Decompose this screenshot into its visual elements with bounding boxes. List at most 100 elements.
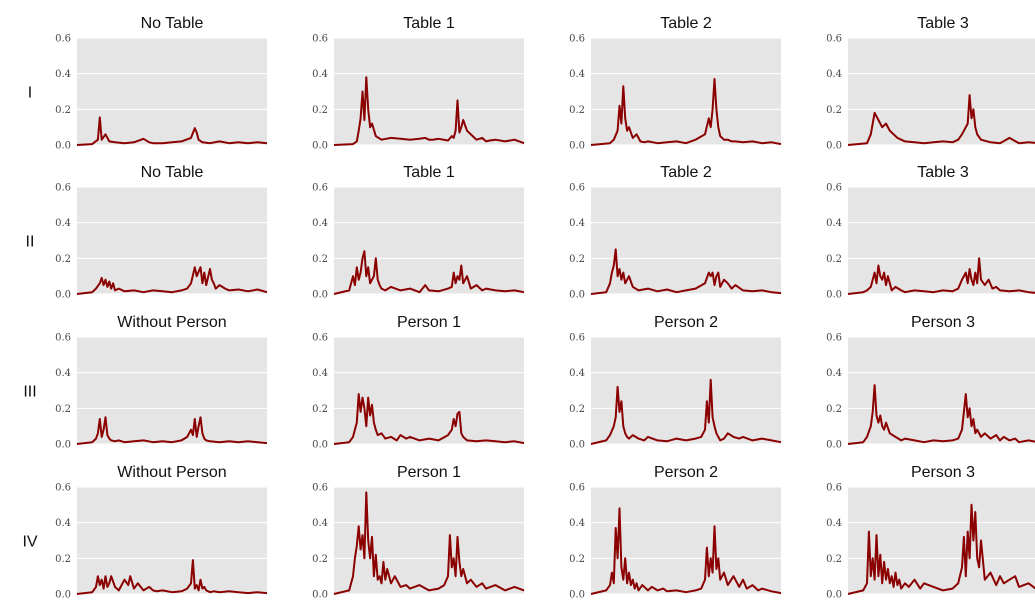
y-tick-label: 0.6 [826,333,842,344]
y-tick-label: 0.6 [55,183,71,194]
y-tick-label: 0.0 [55,440,71,451]
y-tick-label: 0.4 [55,518,71,529]
y-tick-label: 0.4 [312,518,328,529]
y-tick-label: 0.4 [826,218,842,229]
y-tick-label: 0.6 [826,483,842,494]
panel-title: Table 1 [403,15,455,32]
panel-background [848,187,1035,294]
panel-background [77,38,267,145]
y-tick-label: 0.0 [312,590,328,601]
series-line [76,559,268,595]
y-tick-label: 0.2 [55,105,71,116]
y-tick-label: 0.4 [312,218,328,229]
series-line [847,257,1035,295]
panel-title: Without Person [117,464,226,481]
y-tick-label: 0.6 [312,483,328,494]
panel-background [77,487,267,594]
y-tick-label: 0.6 [826,34,842,45]
series-line [333,76,525,146]
y-tick-label: 0.4 [569,218,585,229]
y-tick-label: 0.4 [55,218,71,229]
y-tick-label: 0.6 [55,333,71,344]
panel-title: Person 2 [654,464,718,481]
y-tick-label: 0.4 [569,518,585,529]
series-line [847,503,1035,595]
series-line [590,248,782,295]
y-tick-label: 0.0 [826,440,842,451]
series-line [333,250,525,295]
panel-background [591,187,781,294]
panel-background [334,337,524,444]
panel-title: Table 1 [403,164,455,181]
series-line [333,491,525,595]
y-tick-label: 0.0 [569,590,585,601]
series-line [76,116,268,146]
y-tick-label: 0.2 [569,254,585,265]
series-line [847,94,1035,146]
y-tick-label: 0.6 [569,483,585,494]
y-tick-label: 0.6 [569,34,585,45]
y-tick-label: 0.6 [312,333,328,344]
y-tick-label: 0.4 [826,368,842,379]
panel-background [848,38,1035,145]
y-tick-label: 0.2 [55,254,71,265]
y-tick-label: 0.0 [312,141,328,152]
y-tick-label: 0.0 [569,440,585,451]
y-tick-label: 0.0 [569,290,585,301]
y-tick-label: 0.0 [826,290,842,301]
panel-title: Table 3 [917,15,969,32]
panel-title: Table 3 [917,164,969,181]
series-line [76,416,268,445]
y-tick-label: 0.2 [312,254,328,265]
y-tick-label: 0.4 [569,69,585,80]
y-tick-label: 0.4 [312,368,328,379]
panel-background [848,337,1035,444]
y-tick-label: 0.6 [55,34,71,45]
y-tick-label: 0.4 [55,69,71,80]
panel-title: Person 1 [397,464,461,481]
y-tick-label: 0.2 [312,105,328,116]
series-line [333,393,525,445]
y-tick-label: 0.2 [826,105,842,116]
y-tick-label: 0.4 [569,368,585,379]
series-line [76,266,268,295]
row-label: I [28,85,32,102]
panel-title: No Table [141,15,204,32]
panel-title: Person 2 [654,314,718,331]
panel-background [591,337,781,444]
y-tick-label: 0.4 [312,69,328,80]
panel-title: Table 2 [660,15,712,32]
panel-background [591,38,781,145]
series-line [590,78,782,146]
y-tick-label: 0.0 [55,290,71,301]
series-line [590,378,782,445]
y-tick-label: 0.2 [312,404,328,415]
y-tick-label: 0.4 [55,368,71,379]
panel-background [591,487,781,594]
y-tick-label: 0.2 [826,554,842,565]
panel-background [77,187,267,294]
series-line [847,384,1035,445]
panel-title: Person 1 [397,314,461,331]
panel-title: Table 2 [660,164,712,181]
row-label: II [26,234,35,251]
panel-title: Person 3 [911,464,975,481]
y-tick-label: 0.4 [826,518,842,529]
y-tick-label: 0.2 [55,404,71,415]
panel-background [334,187,524,294]
series-line [590,507,782,595]
y-tick-label: 0.0 [826,141,842,152]
y-tick-label: 0.0 [826,590,842,601]
y-tick-label: 0.6 [569,333,585,344]
y-tick-label: 0.6 [569,183,585,194]
y-tick-label: 0.2 [569,404,585,415]
y-tick-label: 0.2 [569,105,585,116]
y-tick-label: 0.6 [826,183,842,194]
row-label: III [23,384,36,401]
y-tick-label: 0.0 [55,141,71,152]
panel-title: No Table [141,164,204,181]
y-tick-label: 0.6 [312,34,328,45]
y-tick-label: 0.2 [55,554,71,565]
panel-title: Without Person [117,314,226,331]
